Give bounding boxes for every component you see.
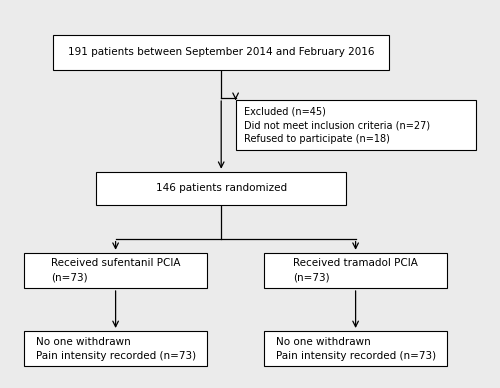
FancyBboxPatch shape bbox=[24, 331, 207, 366]
FancyBboxPatch shape bbox=[264, 253, 447, 288]
Text: No one withdrawn
Pain intensity recorded (n=73): No one withdrawn Pain intensity recorded… bbox=[36, 336, 196, 360]
FancyBboxPatch shape bbox=[53, 35, 389, 70]
FancyBboxPatch shape bbox=[236, 100, 476, 150]
Text: Received tramadol PCIA
(n=73): Received tramadol PCIA (n=73) bbox=[293, 258, 418, 282]
Text: Received sufentanil PCIA
(n=73): Received sufentanil PCIA (n=73) bbox=[51, 258, 180, 282]
FancyBboxPatch shape bbox=[96, 171, 346, 205]
Text: 146 patients randomized: 146 patients randomized bbox=[156, 184, 287, 193]
FancyBboxPatch shape bbox=[24, 253, 207, 288]
Text: No one withdrawn
Pain intensity recorded (n=73): No one withdrawn Pain intensity recorded… bbox=[276, 336, 436, 360]
Text: 191 patients between September 2014 and February 2016: 191 patients between September 2014 and … bbox=[68, 47, 374, 57]
FancyBboxPatch shape bbox=[264, 331, 447, 366]
Text: Excluded (n=45)
Did not meet inclusion criteria (n=27)
Refused to participate (n: Excluded (n=45) Did not meet inclusion c… bbox=[244, 106, 430, 144]
